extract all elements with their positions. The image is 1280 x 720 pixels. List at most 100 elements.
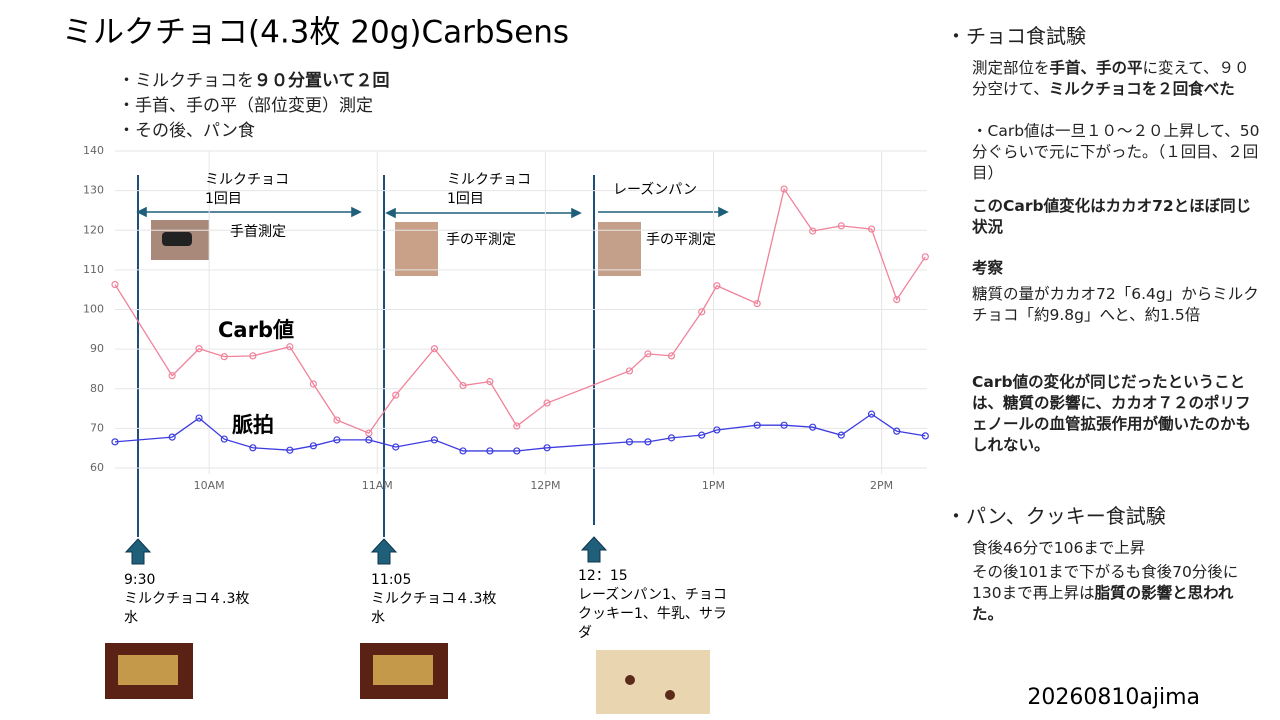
data-point <box>753 421 761 429</box>
paragraph: 食後46分で106まで上昇 <box>972 538 1264 559</box>
event-text: 11:05 <box>371 572 411 588</box>
annotation: 手の平測定 <box>646 232 716 248</box>
data-point <box>667 352 676 360</box>
data-point <box>249 352 257 360</box>
data-point <box>111 438 119 446</box>
data-point <box>220 435 228 443</box>
up-arrows <box>124 536 608 565</box>
text-run: ９０分置いて２回 <box>254 71 390 91</box>
data-point <box>459 447 467 455</box>
data-point <box>309 380 317 388</box>
y-tick-label: 90 <box>90 342 104 355</box>
text-run: 手首、手の平 <box>1049 59 1143 77</box>
text-run: Carb値の変化が同じだったということは、糖質の影響に、カカオ７２のポリフェノー… <box>972 373 1252 454</box>
data-point <box>753 299 761 308</box>
data-point <box>644 350 652 358</box>
y-tick-label: 60 <box>90 461 104 474</box>
data-point <box>168 372 176 380</box>
paragraph: 考察 <box>972 258 1264 279</box>
series-label: 脈拍 <box>232 413 274 437</box>
data-point <box>667 434 676 442</box>
annotation: ミルクチョコ <box>205 172 289 188</box>
data-point <box>837 431 845 439</box>
data-point <box>513 422 521 430</box>
text-run: に変えて、９０分空けて、 <box>972 59 1250 98</box>
text-run: ・その後、パン食 <box>118 121 255 141</box>
data-point <box>286 343 294 351</box>
y-tick-label: 100 <box>83 303 104 316</box>
data-point <box>921 253 929 261</box>
data-point <box>625 367 634 375</box>
data-point <box>698 308 706 316</box>
data-point <box>780 185 788 193</box>
data-point <box>195 414 203 422</box>
annotation: 1回目 <box>205 191 242 207</box>
annotation: ミルクチョコ <box>447 172 531 188</box>
markers <box>137 175 595 537</box>
section-heading: ・チョコ食試験 <box>946 24 1086 48</box>
data-point <box>837 222 845 230</box>
data-point <box>698 431 706 439</box>
x-tick-label: 11AM <box>362 479 393 492</box>
data-point <box>195 345 203 353</box>
y-tick-label: 130 <box>83 184 104 197</box>
y-tick-label: 140 <box>83 144 104 157</box>
data-point <box>220 353 228 361</box>
text-run: 脂質の影響と思われた。 <box>972 584 1234 623</box>
data-point <box>543 399 551 407</box>
data-point <box>333 436 341 444</box>
section-heading: ・パン、クッキー食試験 <box>946 504 1166 528</box>
data-point <box>893 427 901 435</box>
event-text: ミルクチョコ４.3枚 <box>124 591 249 607</box>
text-run: 糖質の量がカカオ72「6.4g」からミルクチョコ「約9.8g」へと、約1.5倍 <box>972 285 1259 324</box>
y-tick-label: 80 <box>90 382 104 395</box>
text-run: その後101まで下がるも食後70分後に130まで再上昇は <box>972 563 1239 602</box>
event-text: 9:30 <box>124 572 155 588</box>
x-tick-label: 1PM <box>702 479 725 492</box>
paragraph: ・手首、手の平（部位変更）測定 <box>118 91 373 116</box>
paragraph: 糖質の量がカカオ72「6.4g」からミルクチョコ「約9.8g」へと、約1.5倍 <box>972 284 1264 326</box>
data-point <box>543 444 551 452</box>
data-point <box>486 378 494 386</box>
data-point <box>286 446 294 454</box>
data-point <box>333 416 341 424</box>
text-run: ミルクチョコを２回食べた <box>1048 80 1235 98</box>
range-arrows <box>136 206 729 219</box>
data-point <box>867 410 876 418</box>
text-run: 測定部位を <box>972 59 1050 77</box>
annotation: 手の平測定 <box>446 232 516 248</box>
data-point <box>459 381 467 390</box>
y-tick-label: 70 <box>90 421 104 434</box>
data-point <box>486 447 494 455</box>
text-run: このCarb値変化はカカオ72とほぼ同じ状況 <box>972 197 1252 236</box>
y-tick-label: 110 <box>83 263 104 276</box>
series-line <box>114 413 926 452</box>
x-tick-label: 10AM <box>194 479 225 492</box>
text-run: 考察 <box>972 259 1004 277</box>
series-label: Carb値 <box>218 318 294 342</box>
data-point <box>780 421 788 429</box>
text-run: ・手首、手の平（部位変更）測定 <box>118 96 373 116</box>
y-tick-label: 120 <box>83 223 104 236</box>
text-run: ・ミルクチョコを <box>118 71 254 91</box>
data-point <box>392 391 400 399</box>
data-point <box>625 438 634 446</box>
slide-title: ミルクチョコ(4.3枚 20g)CarbSens <box>62 15 569 51</box>
event-text: 水 <box>371 610 385 626</box>
data-point <box>365 429 373 437</box>
event-text: クッキー1、牛乳、サラ <box>578 606 727 622</box>
data-point <box>893 295 901 304</box>
event-text: ダ <box>578 625 592 641</box>
photos <box>105 220 710 714</box>
series-line <box>114 187 926 434</box>
data-point <box>513 447 521 455</box>
data-point <box>168 433 176 441</box>
event-text: 12：15 <box>578 568 628 584</box>
text-run: ・Carb値は一旦１０～２０上昇して、50分ぐらいで元に下がった。（１回目、２回… <box>972 122 1260 182</box>
event-text: レーズンパン1、チョコ <box>578 587 727 603</box>
data-point <box>809 423 817 431</box>
event-text: 水 <box>124 610 138 626</box>
annotation: 1回目 <box>447 191 484 207</box>
data-point <box>430 436 439 444</box>
